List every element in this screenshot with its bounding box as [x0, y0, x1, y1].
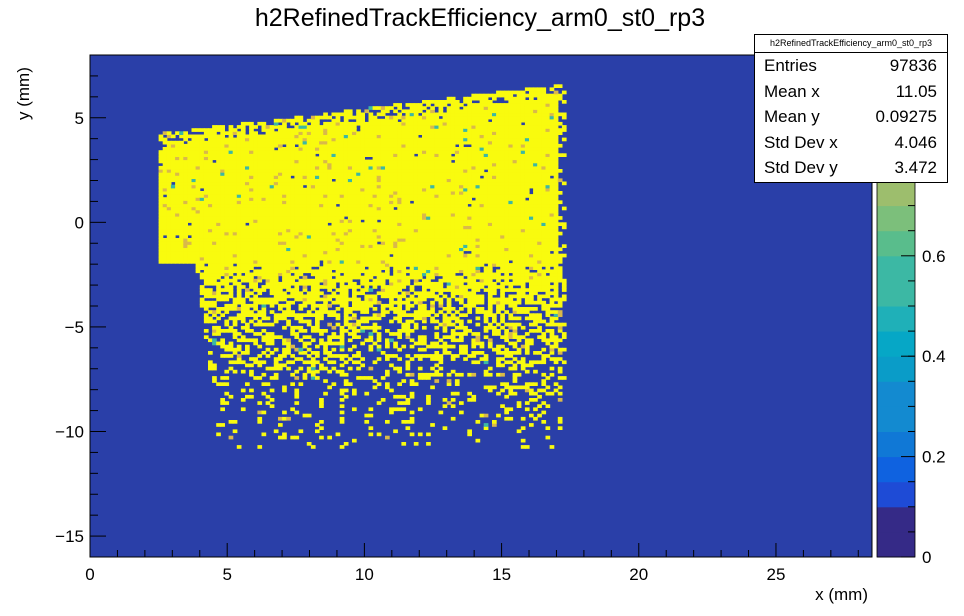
plot-area: [89, 54, 873, 558]
stats-row-std-dev-y: Std Dev y 3.472: [755, 155, 947, 181]
x-tick-label: 0: [85, 565, 94, 584]
stats-label: Entries: [764, 56, 817, 75]
z-tick-label: 0.4: [922, 347, 946, 366]
heatmap-cells: [158, 84, 567, 449]
y-axis-label: y (mm): [14, 67, 33, 120]
x-axis-label: x (mm): [815, 585, 868, 604]
stats-row-entries: Entries 97836: [755, 53, 947, 79]
x-axis: 0 5 10 15 20 25: [85, 543, 859, 584]
y-tick-label: −15: [55, 527, 84, 546]
x-tick-label: 5: [222, 565, 231, 584]
z-tick-label: 0.2: [922, 448, 946, 467]
stats-value: 3.472: [894, 158, 937, 177]
x-tick-label: 20: [629, 565, 648, 584]
x-tick-label: 15: [492, 565, 511, 584]
stats-box: h2RefinedTrackEfficiency_arm0_st0_rp3 En…: [754, 34, 948, 183]
stats-row-mean-y: Mean y 0.09275: [755, 104, 947, 130]
y-axis: −15 −10 −5 0 5: [55, 54, 106, 558]
stats-value: 11.05: [895, 81, 937, 101]
stats-value: 4.046: [894, 132, 937, 152]
y-tick-label: −10: [55, 423, 84, 442]
stats-label: Std Dev x: [764, 132, 838, 152]
y-tick-label: 0: [75, 213, 84, 232]
z-tick-label: 0.6: [922, 247, 946, 266]
y-tick-label: −5: [65, 318, 84, 337]
chart-title: h2RefinedTrackEfficiency_arm0_st0_rp3: [255, 4, 705, 32]
color-scale-bar: [876, 54, 916, 558]
z-tick-label: 0: [922, 548, 931, 567]
stats-label: Std Dev y: [764, 158, 838, 177]
stats-value: 0.09275: [875, 107, 937, 126]
x-tick-label: 25: [767, 565, 786, 584]
stats-label: Mean y: [764, 107, 820, 126]
stats-row-std-dev-x: Std Dev x 4.046: [755, 130, 947, 156]
stats-value: 97836: [889, 56, 937, 75]
y-tick-label: 5: [75, 109, 84, 128]
stats-label: Mean x: [764, 81, 820, 101]
stats-box-title: h2RefinedTrackEfficiency_arm0_st0_rp3: [755, 35, 947, 53]
stats-row-mean-x: Mean x 11.05: [755, 79, 947, 105]
x-tick-label: 10: [355, 565, 374, 584]
z-axis: 0 0.2 0.4 0.6: [901, 79, 946, 567]
